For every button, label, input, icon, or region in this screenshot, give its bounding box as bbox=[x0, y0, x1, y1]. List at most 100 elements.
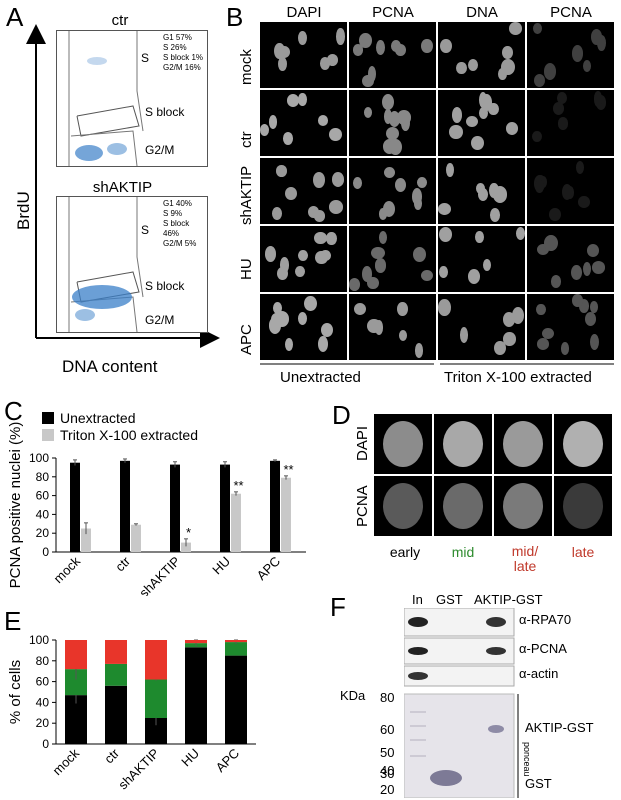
nucleus bbox=[284, 338, 293, 351]
nucleus bbox=[279, 256, 290, 273]
significance-mark: ** bbox=[283, 462, 293, 477]
row-header-pcna: PCNA bbox=[354, 485, 371, 527]
nucleus bbox=[352, 44, 364, 56]
nucleus bbox=[503, 421, 543, 467]
nucleus bbox=[572, 294, 583, 307]
nucleus bbox=[470, 135, 484, 150]
nucleus bbox=[584, 312, 597, 327]
row-header-mock: mock bbox=[238, 49, 255, 85]
panel-a-xlabel: DNA content bbox=[62, 357, 158, 376]
flow-stats-shaktip: G1 40% S 9% S block 46% G2/M 5% bbox=[163, 199, 197, 248]
nucleus bbox=[542, 328, 555, 340]
gel-label-gst: GST bbox=[525, 776, 552, 791]
nucleus bbox=[394, 43, 406, 56]
nucleus bbox=[420, 38, 433, 54]
panel-c-letter: C bbox=[4, 396, 23, 426]
nucleus bbox=[438, 226, 452, 242]
legend-label: Unextracted bbox=[60, 410, 135, 426]
nucleus bbox=[371, 246, 385, 260]
nucleus bbox=[382, 93, 394, 110]
micrograph-cell bbox=[260, 294, 347, 360]
marker-80: 80 bbox=[380, 690, 395, 705]
group-label-unextracted: Unextracted bbox=[280, 369, 361, 386]
nucleus bbox=[313, 171, 325, 188]
panel-a-axes bbox=[26, 24, 220, 348]
micrograph-cell bbox=[438, 158, 525, 224]
nucleus bbox=[294, 265, 305, 277]
blot-label-pcna: α-PCNA bbox=[519, 641, 567, 656]
gel-label-aktip-gst: AKTIP-GST bbox=[525, 720, 594, 735]
nucleus bbox=[582, 59, 591, 72]
x-tick-label: HU bbox=[209, 554, 233, 578]
micrograph-cell bbox=[527, 90, 614, 156]
nucleus bbox=[382, 200, 396, 218]
stacked-segment bbox=[145, 640, 167, 680]
panel-e-letter: E bbox=[4, 606, 22, 636]
bar bbox=[270, 460, 280, 552]
x-tick-label: shAKTIP bbox=[115, 746, 162, 793]
nucleus bbox=[278, 56, 287, 71]
y-tick-label: 80 bbox=[36, 470, 50, 484]
y-tick-label: 60 bbox=[36, 489, 50, 503]
nucleus bbox=[397, 301, 408, 316]
nucleus bbox=[563, 483, 603, 529]
nucleus bbox=[563, 421, 603, 467]
nucleus bbox=[593, 91, 603, 107]
nucleus bbox=[586, 244, 599, 257]
bar bbox=[170, 464, 180, 552]
nucleus bbox=[298, 93, 307, 107]
nucleus bbox=[319, 249, 331, 261]
marker-60: 60 bbox=[380, 722, 395, 737]
nucleus bbox=[590, 29, 603, 46]
phase-cell bbox=[554, 476, 612, 536]
nucleus bbox=[536, 303, 546, 316]
nucleus bbox=[313, 210, 325, 222]
nucleus bbox=[476, 183, 485, 195]
nucleus bbox=[505, 121, 519, 135]
phase-cell bbox=[554, 414, 612, 474]
x-tick-label: ctr bbox=[101, 745, 122, 766]
phase-cell bbox=[374, 476, 432, 536]
nucleus bbox=[478, 188, 489, 201]
stacked-segment bbox=[65, 640, 87, 670]
nucleus bbox=[268, 115, 278, 129]
stacked-segment bbox=[105, 685, 127, 744]
nucleus bbox=[383, 421, 423, 467]
chart-pcna-positive: 0 20 40 60 80 100 PCNA positive nuclei (%) mock… bbox=[7, 410, 306, 596]
micrograph-cell bbox=[349, 90, 436, 156]
y-axis-label: PCNA positive nuclei (%) bbox=[7, 422, 24, 589]
nucleus bbox=[389, 110, 401, 128]
nucleus bbox=[494, 340, 507, 356]
stacked-segment bbox=[145, 718, 167, 744]
gate-label-s-block: S block bbox=[145, 105, 185, 119]
legend-swatch bbox=[42, 412, 54, 424]
nucleus bbox=[329, 127, 342, 141]
micrograph-cell bbox=[438, 22, 525, 88]
nucleus bbox=[492, 186, 507, 203]
nucleus bbox=[562, 183, 573, 200]
gel-bracket bbox=[517, 694, 519, 798]
nucleus bbox=[438, 266, 448, 279]
nucleus bbox=[396, 110, 411, 125]
nucleus bbox=[578, 196, 590, 209]
x-tick-label: mock bbox=[50, 745, 83, 778]
nucleus bbox=[549, 208, 562, 222]
col-header-pcna-extracted: PCNA bbox=[550, 4, 592, 21]
nucleus bbox=[352, 176, 363, 190]
nucleus bbox=[317, 114, 329, 126]
micrograph-cell bbox=[438, 294, 525, 360]
nucleus bbox=[449, 124, 464, 140]
nucleus bbox=[571, 264, 583, 281]
micrograph-cell bbox=[527, 158, 614, 224]
nucleus bbox=[285, 187, 297, 201]
row-header-ctr: ctr bbox=[238, 131, 255, 148]
x-tick-label: ctr bbox=[112, 553, 133, 574]
nucleus bbox=[320, 322, 334, 338]
nucleus bbox=[384, 166, 396, 178]
marker-30: 30 bbox=[380, 766, 395, 781]
nucleus bbox=[582, 261, 591, 277]
x-tick-label: APC bbox=[213, 746, 243, 776]
nucleus bbox=[399, 329, 408, 342]
phase-cell bbox=[434, 476, 492, 536]
bar bbox=[220, 464, 230, 552]
